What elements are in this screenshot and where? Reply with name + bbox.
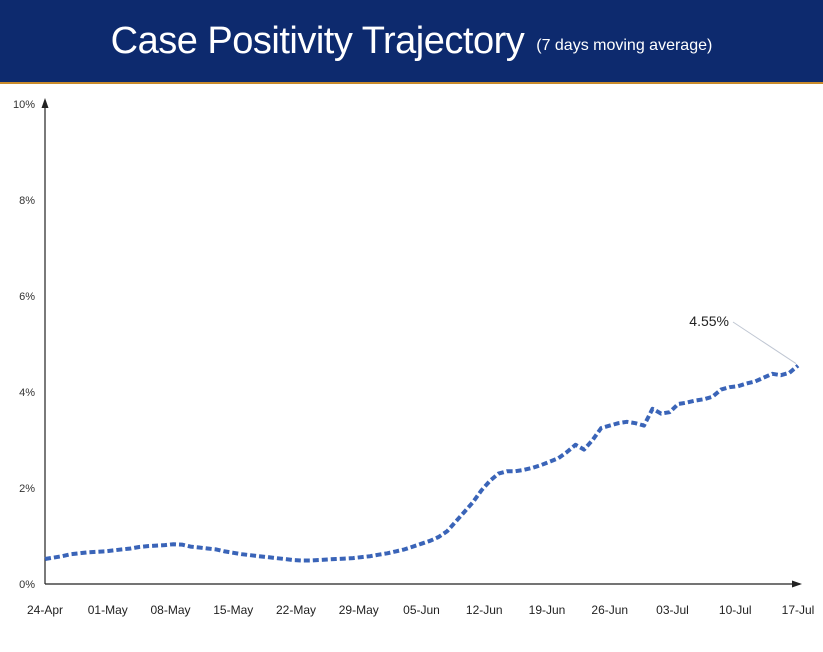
y-tick-label: 6% xyxy=(19,291,35,303)
chart-title: Case Positivity Trajectory xyxy=(110,19,525,62)
y-axis-arrow xyxy=(41,98,49,108)
x-tick-label: 03-Jul xyxy=(656,603,689,617)
y-tick-label: 0% xyxy=(19,579,35,591)
x-tick-label: 24-Apr xyxy=(27,603,63,617)
annotation-leader-line xyxy=(732,321,797,365)
y-tick-label: 4% xyxy=(19,387,35,399)
x-tick-label: 19-Jun xyxy=(529,603,566,617)
x-tick-label: 26-Jun xyxy=(591,603,628,617)
x-tick-label: 08-May xyxy=(150,603,190,617)
x-tick-label: 05-Jun xyxy=(403,603,440,617)
annotation-label: 4.55% xyxy=(689,313,729,329)
y-tick-label: 8% xyxy=(19,195,35,207)
x-tick-label: 22-May xyxy=(276,603,316,617)
positivity-line xyxy=(44,364,800,563)
x-tick-label: 10-Jul xyxy=(719,603,752,617)
x-tick-label: 01-May xyxy=(88,603,128,617)
x-tick-label: 29-May xyxy=(339,603,379,617)
x-axis-arrow xyxy=(792,580,802,588)
y-tick-label: 2% xyxy=(19,483,35,495)
y-tick-label: 10% xyxy=(13,99,35,111)
x-tick-label: 12-Jun xyxy=(466,603,503,617)
title-banner: Case Positivity Trajectory (7 days movin… xyxy=(0,0,823,84)
x-tick-label: 15-May xyxy=(213,603,253,617)
chart-area: 0% 2% 4% 6% 8% 10% 24-Apr 01-May 08-May 15-May 22-… xyxy=(0,86,823,647)
chart-subtitle: (7 days moving average) xyxy=(536,37,713,54)
line-chart: 0% 2% 4% 6% 8% 10% 24-Apr 01-May 08-May 15-May 22-… xyxy=(13,98,815,617)
x-tick-label: 17-Jul xyxy=(782,603,815,617)
